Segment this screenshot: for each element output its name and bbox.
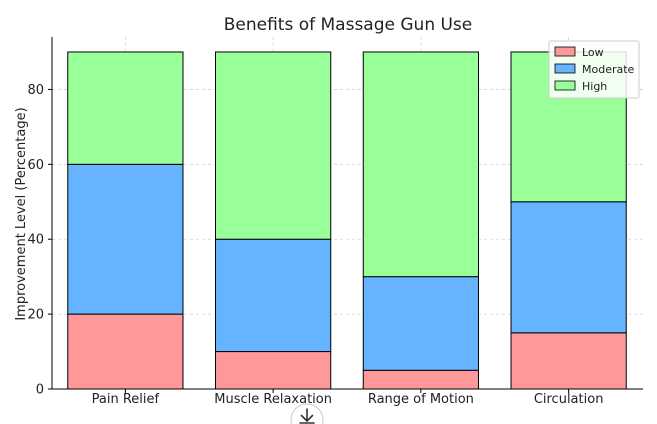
legend-swatch-high [554, 80, 576, 91]
bars [67, 51, 627, 390]
tick-labels: 0 20 40 60 80 Pain Relief Muscle Relaxation Ran… [27, 83, 603, 407]
bar-low-circulation [510, 332, 627, 390]
legend-swatch-low [554, 46, 576, 57]
chart-title: Benefits of Massage Gun Use [224, 15, 473, 35]
bar-low-pain-relief [67, 313, 184, 390]
bar-high-pain-relief [67, 51, 184, 165]
y-tick-label: 40 [27, 233, 44, 248]
bar-moderate-pain-relief [67, 163, 184, 315]
bar-moderate-circulation [510, 201, 627, 334]
x-tick-label: Circulation [534, 392, 604, 407]
x-tick-label: Pain Relief [92, 392, 160, 407]
legend-swatch-moderate [554, 63, 576, 74]
legend-label-low: Low [582, 46, 604, 59]
legend: Low Moderate High [548, 40, 640, 99]
legend-label-moderate: Moderate [582, 63, 635, 76]
bar-moderate-muscle-relaxation [215, 238, 332, 353]
x-tick-label: Range of Motion [368, 392, 474, 407]
bar-moderate-range-of-motion [362, 276, 479, 371]
y-tick-label: 60 [27, 158, 44, 173]
axes [48, 37, 643, 393]
bar-high-muscle-relaxation [215, 51, 332, 240]
y-axis-label: Improvement Level (Percentage) [14, 107, 29, 320]
x-tick-label: Muscle Relaxation [214, 392, 332, 407]
download-button[interactable] [290, 403, 324, 424]
y-tick-label: 80 [27, 83, 44, 98]
y-tick-label: 20 [27, 308, 44, 323]
download-icon [299, 408, 315, 424]
legend-label-high: High [582, 80, 607, 93]
bar-low-range-of-motion [362, 369, 479, 390]
y-tick-label: 0 [36, 383, 44, 398]
bar-low-muscle-relaxation [215, 351, 332, 390]
bar-high-range-of-motion [362, 51, 479, 278]
